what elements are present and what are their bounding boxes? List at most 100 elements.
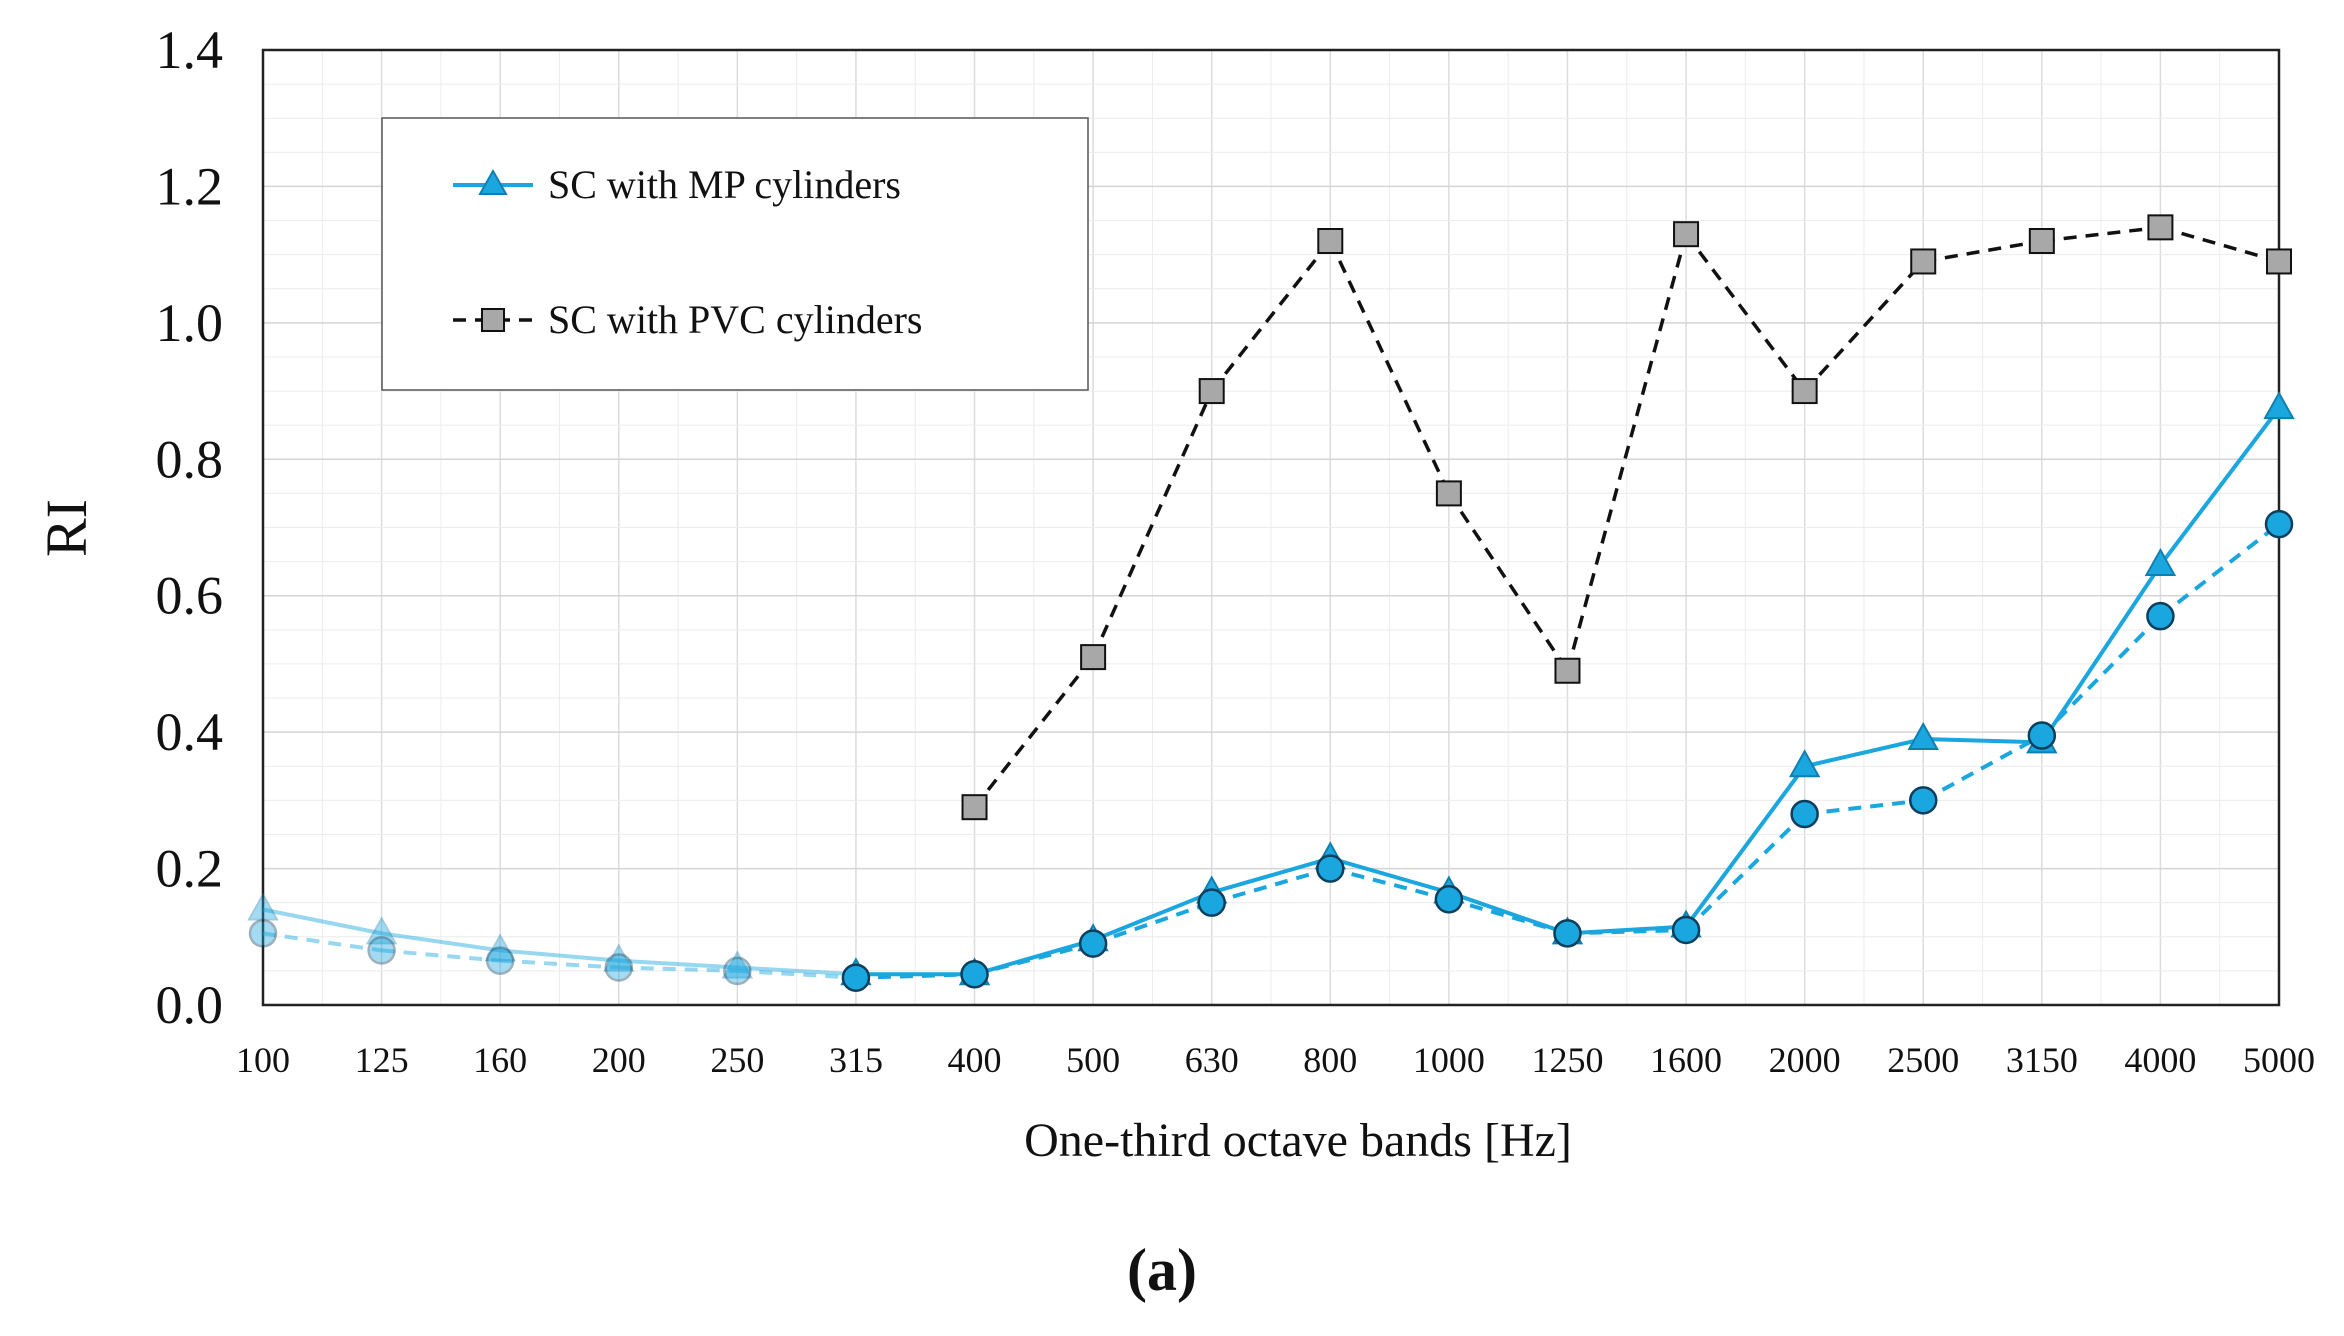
series-1	[248, 509, 2294, 992]
series-line-segment	[2040, 614, 2162, 737]
data-point-square	[2028, 228, 2055, 254]
data-point-circle	[1434, 885, 1464, 914]
series-line-segment	[973, 656, 1095, 809]
x-tick-label: 630	[1185, 1040, 1239, 1080]
y-tick-label: 0.8	[156, 429, 224, 489]
figure-caption: (a)	[1127, 1237, 1197, 1303]
series-group	[247, 214, 2295, 992]
series-line-segment	[1329, 856, 1450, 895]
data-point-circle	[1078, 929, 1108, 958]
data-point-square	[1791, 378, 1818, 405]
series-line-segment	[2159, 522, 2281, 618]
series-line-segment	[1092, 890, 1213, 943]
data-point-triangle	[603, 943, 635, 972]
y-tick-label: 0.2	[156, 839, 224, 899]
x-tick-label: 800	[1303, 1040, 1357, 1080]
series-line-segment	[973, 938, 1094, 977]
y-tick-label: 1.2	[156, 156, 224, 216]
data-point-square	[961, 794, 988, 821]
series-line-segment	[381, 948, 501, 963]
series-line-segment	[1565, 233, 1688, 672]
series-line-segment	[1922, 733, 2043, 803]
series-line-segment	[737, 965, 857, 977]
legend-marker-pvc	[481, 308, 505, 332]
x-tick-label: 400	[948, 1040, 1002, 1080]
series-line-segment	[618, 958, 738, 970]
series-line-segment	[381, 931, 501, 953]
x-tick-label: 125	[355, 1040, 409, 1080]
data-point-circle	[1316, 854, 1345, 883]
y-axis-tick-labels: 0.0 0.2 0.4 0.6 0.8 1.0 1.2 1.4	[156, 20, 224, 1035]
data-point-circle	[248, 919, 278, 948]
data-point-circle	[485, 946, 515, 975]
series-line-segment	[1447, 492, 1569, 672]
data-point-circle	[2027, 721, 2057, 750]
y-tick-label: 0.4	[156, 702, 224, 762]
data-point-circle	[2146, 601, 2175, 631]
series-line-segment	[2158, 406, 2281, 567]
data-point-circle	[2264, 509, 2294, 539]
series-line-segment	[1804, 798, 1924, 816]
series-line-segment	[1922, 239, 2043, 264]
y-tick-label: 1.0	[156, 293, 224, 353]
x-tick-label: 5000	[2243, 1040, 2315, 1080]
data-point-triangle	[365, 916, 398, 945]
legend-label-pvc: SC with PVC cylinders	[548, 297, 922, 342]
series-line-segment	[1684, 812, 1807, 932]
data-point-triangle	[2263, 391, 2295, 420]
x-tick-label: 1600	[1650, 1040, 1722, 1080]
series-line-segment	[737, 968, 857, 980]
data-point-square	[1317, 228, 1344, 254]
data-point-square	[2147, 214, 2174, 241]
data-point-circle	[1553, 919, 1582, 948]
data-point-circle	[841, 963, 871, 992]
series-line-segment	[1210, 239, 1332, 393]
series-line-segment	[1328, 240, 1451, 495]
x-axis-label: One-third octave bands [Hz]	[1024, 1114, 1572, 1167]
series-line-segment	[1211, 856, 1331, 895]
series-line-segment	[1804, 737, 1924, 769]
series-line-segment	[500, 958, 619, 970]
x-tick-label: 200	[592, 1040, 646, 1080]
x-tick-label: 100	[236, 1040, 290, 1080]
x-tick-label: 1000	[1413, 1040, 1485, 1080]
series-line-segment	[1684, 765, 1807, 928]
y-axis-label: RI	[34, 499, 99, 557]
data-point-circle	[604, 953, 634, 982]
series-line-segment	[2041, 225, 2161, 243]
series-line-segment	[1448, 890, 1569, 936]
series-line-segment	[2040, 563, 2163, 744]
data-point-circle	[1671, 915, 1701, 945]
x-tick-label: 315	[829, 1040, 883, 1080]
data-point-square	[1435, 480, 1462, 507]
x-tick-label: 1250	[1531, 1040, 1603, 1080]
legend-marker-mp	[478, 168, 508, 195]
data-point-triangle	[1788, 749, 1821, 778]
data-point-circle	[1790, 799, 1819, 829]
data-point-triangle	[1907, 721, 1939, 750]
data-point-square	[1554, 657, 1581, 684]
data-point-triangle	[247, 892, 279, 921]
series-2	[961, 214, 2292, 821]
data-point-circle	[960, 960, 989, 989]
series-line-segment	[618, 965, 738, 973]
series-line-segment	[1684, 233, 1807, 393]
data-point-square	[1198, 378, 1225, 405]
legend-label-mp: SC with MP cylinders	[548, 162, 901, 207]
data-point-circle	[723, 956, 752, 986]
x-tick-label: 250	[710, 1040, 764, 1080]
data-point-square	[1910, 248, 1937, 275]
data-point-triangle	[2144, 547, 2177, 577]
x-axis-tick-labels: 100 125 160 200 250 315 400 500 630 800 1000 1250 16…	[236, 1040, 2315, 1080]
series-line-segment	[1803, 260, 1925, 393]
x-tick-label: 2500	[1887, 1040, 1959, 1080]
data-point-triangle	[721, 950, 754, 979]
y-tick-label: 1.4	[156, 20, 224, 80]
legend: SC with MP cylinders SC with PVC cylinde…	[381, 117, 1089, 391]
series-line-segment	[855, 972, 975, 980]
series-line-segment	[262, 931, 382, 953]
x-tick-label: 4000	[2124, 1040, 2196, 1080]
x-tick-label: 160	[473, 1040, 527, 1080]
series-line-segment	[1567, 927, 1687, 936]
